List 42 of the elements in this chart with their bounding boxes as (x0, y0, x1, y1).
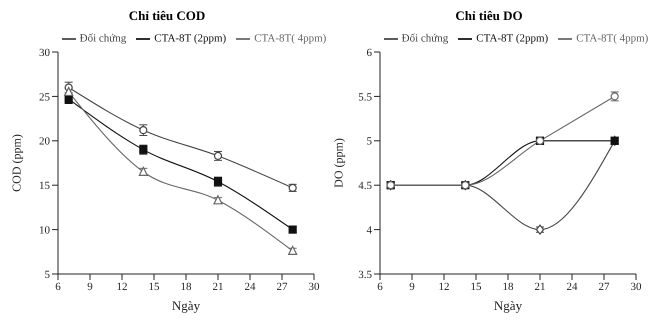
legend-label: CTA-8T (2ppm) (154, 32, 226, 45)
x-tick-label: 12 (116, 280, 128, 293)
y-tick-label: 30 (39, 46, 50, 59)
legend-label: CTA-8T( 4ppm) (254, 32, 326, 45)
x-tick-label: 15 (470, 280, 482, 293)
x-tick-label: 6 (55, 280, 62, 293)
legend-label: Đối chứng (402, 32, 448, 45)
y-axis-title: COD (ppm) (9, 134, 24, 192)
y-axis-title: DO (ppm) (331, 138, 346, 188)
legend-label: CTA-8T (2ppm) (476, 32, 548, 45)
x-tick-label: 12 (438, 280, 450, 293)
x-tick-label: 21 (212, 280, 224, 293)
x-tick-label: 24 (244, 280, 256, 293)
chart-title: Chỉ tiêu DO (454, 8, 524, 25)
x-tick-label: 18 (180, 280, 192, 293)
x-axis-title: Ngày (494, 298, 523, 313)
x-tick-label: 30 (630, 280, 642, 293)
y-tick-label: 20 (39, 136, 50, 148)
y-tick-label: 5 (366, 136, 372, 148)
x-tick-label: 9 (409, 280, 416, 293)
y-tick-label: 25 (39, 91, 50, 104)
y-tick-label: 4.5 (358, 180, 372, 192)
y-tick-label: 5.5 (358, 91, 372, 104)
x-tick-label: 15 (148, 280, 160, 293)
x-tick-label: 24 (566, 280, 578, 293)
chart-title: Chỉ tiêu COD (128, 8, 206, 25)
x-tick-label: 6 (377, 280, 384, 293)
x-tick-label: 30 (308, 280, 320, 293)
y-tick-label: 4 (366, 224, 372, 237)
x-axis-title: Ngày (172, 298, 201, 313)
legend-label: Đối chứng (80, 32, 126, 45)
y-tick-label: 6 (366, 46, 372, 59)
y-tick-label: 3.5 (358, 268, 372, 281)
x-tick-label: 21 (534, 280, 546, 293)
y-tick-label: 15 (39, 180, 50, 192)
x-tick-label: 27 (598, 280, 610, 293)
x-tick-label: 9 (87, 280, 94, 293)
x-tick-label: 27 (276, 280, 288, 293)
legend-label: CTA-8T( 4ppm) (576, 32, 648, 45)
x-tick-label: 18 (502, 280, 514, 293)
y-tick-label: 10 (39, 224, 50, 237)
y-tick-label: 5 (44, 268, 50, 281)
